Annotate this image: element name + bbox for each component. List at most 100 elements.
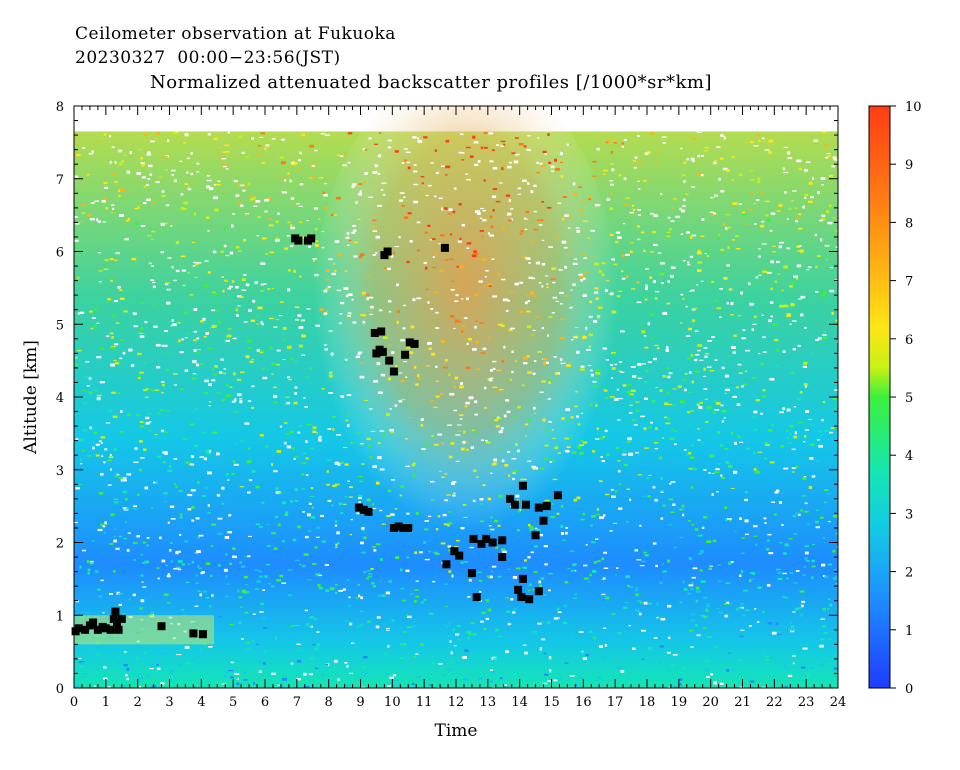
speckle [473,469,477,473]
speckle [469,155,474,158]
speckle [292,538,297,542]
speckle [552,478,558,481]
speckle [109,593,113,595]
speckle [600,456,603,458]
speckle [325,589,330,592]
speckle [324,182,327,185]
speckle [267,583,271,585]
speckle [815,526,820,529]
speckle [151,230,156,233]
speckle [691,138,696,140]
speckle [208,646,213,648]
speckle [406,615,412,619]
speckle [487,232,491,235]
speckle [442,513,447,517]
speckle [483,628,487,630]
speckle [374,164,378,168]
speckle [389,408,392,410]
speckle [645,287,648,291]
speckle [669,482,672,485]
speckle [202,590,207,593]
speckle [700,580,706,583]
speckle [609,328,613,330]
cloud-base-point [111,607,120,616]
speckle [675,215,681,219]
speckle [241,151,245,154]
speckle [530,632,534,635]
speckle [498,494,503,498]
speckle [636,301,642,304]
speckle [237,305,241,307]
speckle [697,428,700,430]
speckle [538,282,542,284]
speckle [287,569,293,571]
speckle [401,398,406,401]
speckle [679,683,683,686]
cloud-base-point [440,243,449,252]
speckle [770,260,774,264]
speckle [205,596,209,599]
speckle [229,251,234,255]
speckle [703,367,706,371]
speckle [824,489,829,491]
speckle [347,667,351,669]
speckle [111,336,114,339]
speckle [164,222,168,225]
speckle [164,283,169,286]
speckle [475,320,478,322]
speckle [733,470,738,474]
speckle [296,678,302,681]
speckle [217,517,223,520]
speckle [824,244,830,247]
speckle [641,629,646,632]
speckle [647,361,652,364]
speckle [573,498,578,502]
speckle [638,162,642,165]
speckle [309,144,314,148]
speckle [501,278,506,281]
speckle [394,508,398,510]
speckle [289,430,294,433]
speckle [403,196,406,198]
speckle [255,485,260,489]
speckle [688,468,694,470]
speckle [656,617,659,619]
speckle [557,611,562,613]
speckle [753,525,758,528]
speckle [739,635,744,637]
speckle [225,671,228,673]
speckle [690,619,695,622]
speckle [661,437,664,439]
speckle [547,398,551,400]
speckle [817,191,820,194]
speckle [725,582,731,584]
speckle [137,375,141,378]
speckle [458,203,462,206]
speckle [402,599,406,602]
cloud-base-point [106,625,115,634]
speckle [350,441,353,444]
speckle [508,329,513,332]
speckle [771,501,775,503]
speckle [691,380,695,384]
speckle [311,165,315,167]
speckle [792,655,796,657]
speckle [770,315,774,318]
speckle [691,576,696,579]
colorbar-tick-label: 4 [905,449,913,464]
speckle [721,410,727,413]
speckle [140,457,145,459]
speckle [541,638,546,641]
speckle [505,309,509,312]
speckle [400,339,405,342]
speckle [524,423,529,426]
speckle [792,514,796,518]
speckle [539,391,544,393]
speckle [327,258,333,261]
speckle [433,406,438,408]
speckle [704,147,709,149]
speckle [134,447,138,450]
speckle [133,461,139,463]
speckle [109,543,114,545]
speckle [716,491,719,493]
